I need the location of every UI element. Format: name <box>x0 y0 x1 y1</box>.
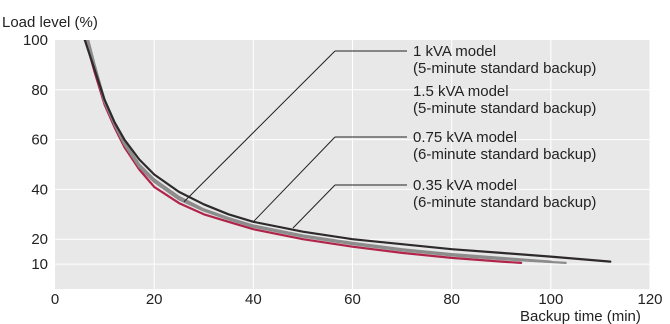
legend-backup-label: (6-minute standard backup) <box>413 194 596 211</box>
x-tick-label: 0 <box>51 291 59 308</box>
legend-labels: 1 kVA model(5-minute standard backup)1.5… <box>413 43 596 211</box>
legend-leader-diagonal <box>252 136 336 223</box>
legend-model-label: 1 kVA model <box>413 43 496 60</box>
x-tick-label: 20 <box>146 291 163 308</box>
y-tick-label: 20 <box>31 231 48 248</box>
legend-backup-label: (5-minute standard backup) <box>413 60 596 77</box>
y-tick-label: 10 <box>31 256 48 273</box>
x-axis-label: Backup time (min) <box>520 308 641 324</box>
series-line <box>83 40 612 263</box>
y-tick-labels: 10 20 40 60 80 100 <box>23 32 48 273</box>
legend-model-label: 0.35 kVA model <box>413 177 517 194</box>
legend-model-label: 1.5 kVA model <box>413 83 509 100</box>
legend-backup-label: (6-minute standard backup) <box>413 146 596 163</box>
y-tick-label: 100 <box>23 32 48 49</box>
y-tick-label: 40 <box>31 181 48 198</box>
legend-leader-lines <box>183 50 407 229</box>
x-tick-label: 120 <box>637 291 662 308</box>
legend-backup-label: (5-minute standard backup) <box>413 100 596 117</box>
y-tick-label: 60 <box>31 132 48 149</box>
x-tick-label: 40 <box>245 291 262 308</box>
legend-model-label: 0.75 kVA model <box>413 129 517 146</box>
legend-leader-diagonal <box>183 50 336 203</box>
y-tick-label: 80 <box>31 82 48 99</box>
x-tick-label: 80 <box>443 291 460 308</box>
y-axis-label: Load level (%) <box>2 14 98 31</box>
legend-leader-diagonal <box>292 184 336 229</box>
series-lines <box>83 40 612 264</box>
x-tick-label: 60 <box>344 291 361 308</box>
x-tick-label: 100 <box>538 291 563 308</box>
x-tick-labels: 0 20 40 60 80 100 120 <box>51 291 663 308</box>
